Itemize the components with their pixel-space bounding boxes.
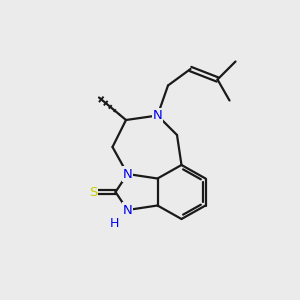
Text: N: N bbox=[153, 109, 162, 122]
Text: H: H bbox=[110, 217, 120, 230]
Text: S: S bbox=[89, 185, 97, 199]
Text: N: N bbox=[123, 167, 132, 181]
Text: N: N bbox=[123, 203, 132, 217]
